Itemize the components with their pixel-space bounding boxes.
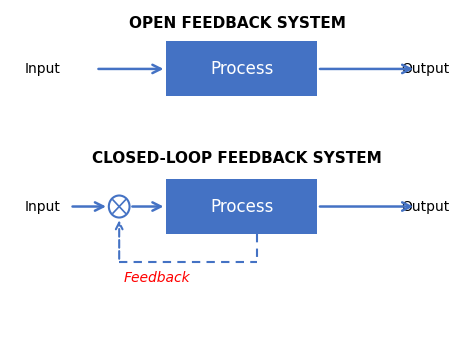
Text: CLOSED-LOOP FEEDBACK SYSTEM: CLOSED-LOOP FEEDBACK SYSTEM [92, 151, 382, 167]
Text: Process: Process [210, 198, 273, 216]
FancyBboxPatch shape [166, 179, 317, 234]
Text: Input: Input [25, 62, 61, 76]
FancyBboxPatch shape [166, 41, 317, 96]
Text: OPEN FEEDBACK SYSTEM: OPEN FEEDBACK SYSTEM [128, 16, 346, 31]
Text: Process: Process [210, 60, 273, 78]
Text: Output: Output [401, 199, 449, 214]
Text: Input: Input [25, 199, 61, 214]
Text: Output: Output [401, 62, 449, 76]
Text: Feedback: Feedback [124, 270, 191, 285]
